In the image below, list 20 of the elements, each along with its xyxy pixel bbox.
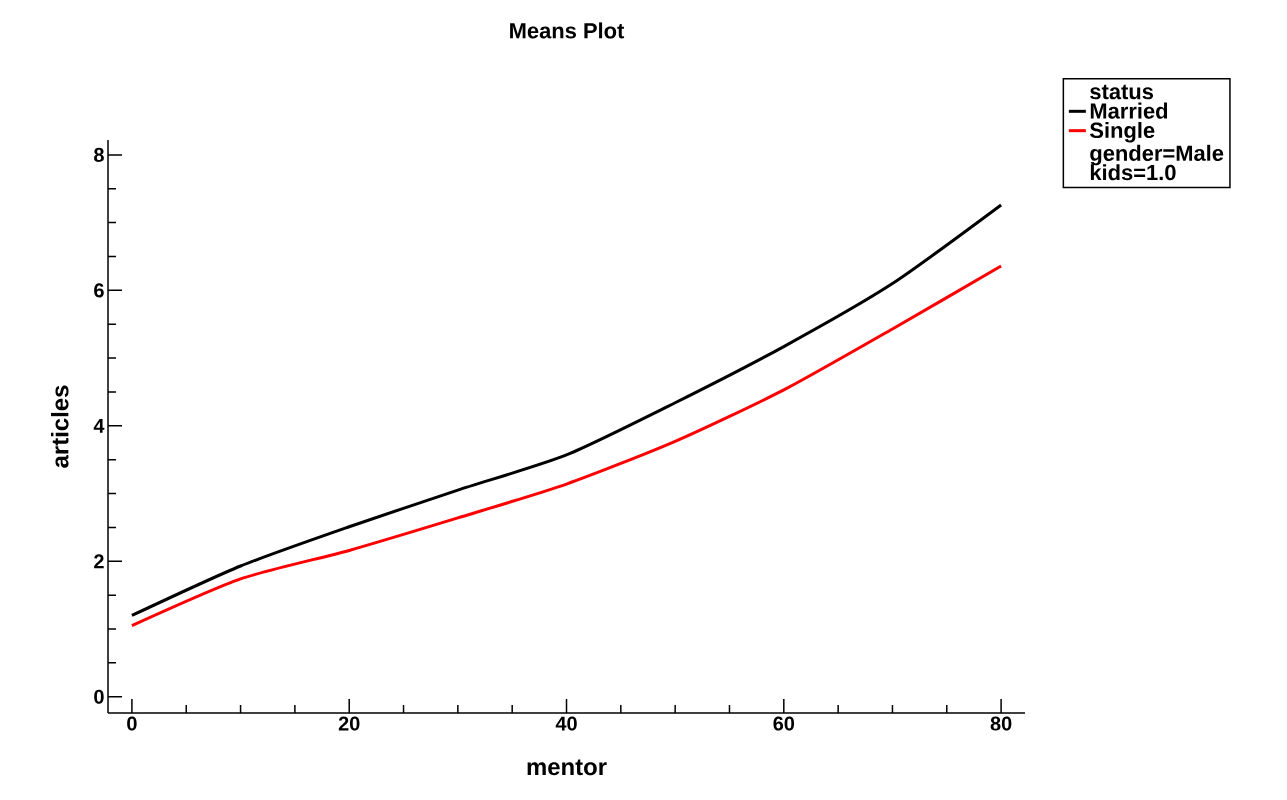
y-tick-label: 8 (94, 147, 104, 162)
chart-title: Means Plot (510, 22, 625, 39)
y-tick-label: 2 (94, 554, 104, 569)
text: gender=Male (1090, 144, 1224, 166)
x-tick-label: 60 (773, 716, 795, 731)
y-tick-label: 0 (94, 689, 104, 704)
y-axis-title: articles (51, 385, 69, 468)
y-tick-label: 6 (94, 283, 104, 298)
text: kids=1.0 (1090, 164, 1176, 181)
x-tick-label: 20 (338, 716, 360, 731)
x-tick-label: 0 (127, 716, 137, 731)
legend-title: status (1090, 84, 1154, 100)
x-axis-title: mentor (527, 759, 607, 776)
line-series (130, 264, 1003, 628)
y-tick-label: 4 (93, 418, 105, 433)
x-tick-label: 40 (555, 716, 577, 731)
line-series (130, 203, 1003, 617)
x-tick-label: 80 (990, 716, 1012, 731)
legend-label: Married (1090, 102, 1168, 119)
legend-label: Single (1089, 121, 1155, 143)
